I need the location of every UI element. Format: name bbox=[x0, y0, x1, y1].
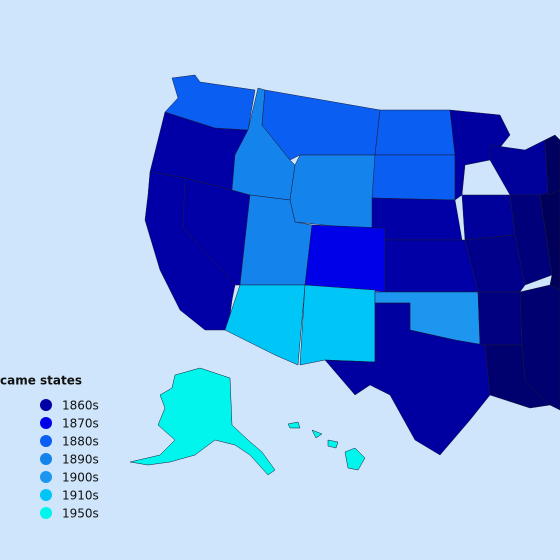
legend-swatch bbox=[40, 399, 52, 411]
state bbox=[287, 421, 301, 429]
legend-swatch bbox=[40, 471, 52, 483]
state bbox=[461, 194, 516, 241]
state bbox=[449, 109, 511, 201]
state bbox=[324, 302, 491, 456]
state bbox=[129, 367, 276, 476]
legend-swatch bbox=[40, 507, 52, 519]
state bbox=[371, 197, 463, 241]
legend-label: 1880s bbox=[62, 435, 99, 449]
state bbox=[304, 224, 386, 293]
states bbox=[129, 74, 560, 476]
legend: 1860s 1870s 1880s 1890s 1900s 1910s 1950s bbox=[40, 399, 99, 521]
state bbox=[289, 154, 376, 231]
legend-swatch bbox=[40, 453, 52, 465]
state bbox=[384, 239, 479, 293]
state bbox=[311, 429, 323, 439]
legend-label: 1950s bbox=[62, 507, 99, 521]
state bbox=[509, 194, 553, 286]
legend-label: 1890s bbox=[62, 453, 99, 467]
state bbox=[371, 154, 456, 201]
state bbox=[477, 291, 523, 346]
state bbox=[327, 439, 339, 449]
legend-label: 1900s bbox=[62, 471, 99, 485]
state bbox=[374, 109, 456, 156]
state bbox=[164, 74, 256, 131]
legend-label: 1860s bbox=[62, 399, 99, 413]
legend-label: 1910s bbox=[62, 489, 99, 503]
legend-title: came states bbox=[0, 374, 82, 388]
legend-label: 1870s bbox=[62, 417, 99, 431]
state bbox=[344, 447, 366, 471]
legend-swatch bbox=[40, 417, 52, 429]
legend-swatch bbox=[40, 489, 52, 501]
state bbox=[299, 284, 376, 366]
state bbox=[544, 134, 560, 196]
state bbox=[464, 234, 526, 293]
legend-swatch bbox=[40, 435, 52, 447]
